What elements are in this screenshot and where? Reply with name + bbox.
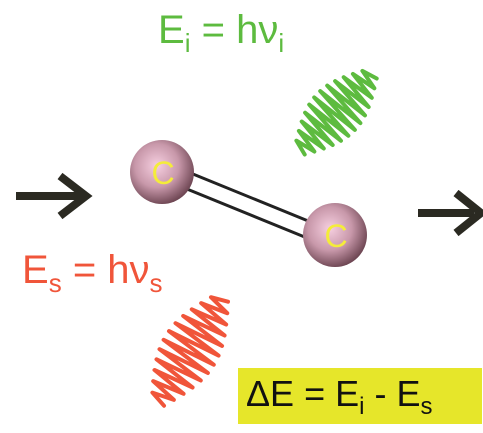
scattered-energy: E — [396, 373, 421, 414]
atom-label: C — [324, 218, 347, 254]
minus-sign: - — [374, 373, 387, 414]
scattered-energy-equation: Es = hνs — [22, 248, 163, 296]
atom-label: C — [151, 155, 174, 191]
scattered-subscript: s — [420, 393, 433, 420]
wave-packet-icon — [294, 68, 379, 157]
energy-subscript: i — [184, 28, 191, 58]
nu-symbol: ν — [129, 248, 150, 292]
incident-subscript: i — [359, 393, 365, 420]
equals-sign: = — [72, 248, 97, 292]
nu-symbol: ν — [258, 8, 279, 52]
wave-packet-icon — [150, 295, 230, 408]
right-arrow-icon — [418, 189, 483, 237]
carbon-atom-1: C — [130, 140, 194, 204]
equals-sign: = — [201, 8, 225, 52]
incident-energy-equation: Ei = hνi — [158, 8, 284, 56]
right-arrow-icon — [16, 172, 93, 220]
planck-h: h — [236, 8, 259, 52]
planck-h: h — [107, 248, 130, 292]
energy-symbol: E — [158, 8, 185, 52]
delta-e: ΔE — [246, 373, 295, 414]
nu-subscript: s — [149, 268, 163, 298]
equals-sign: = — [304, 373, 326, 414]
energy-difference-box: ΔE = Ei - Es — [238, 368, 482, 424]
energy-symbol: E — [22, 248, 49, 292]
carbon-atom-2: C — [303, 203, 367, 267]
double-bond — [181, 170, 319, 242]
incident-energy: E — [335, 373, 360, 414]
energy-subscript: s — [48, 268, 62, 298]
nu-subscript: i — [278, 28, 285, 58]
